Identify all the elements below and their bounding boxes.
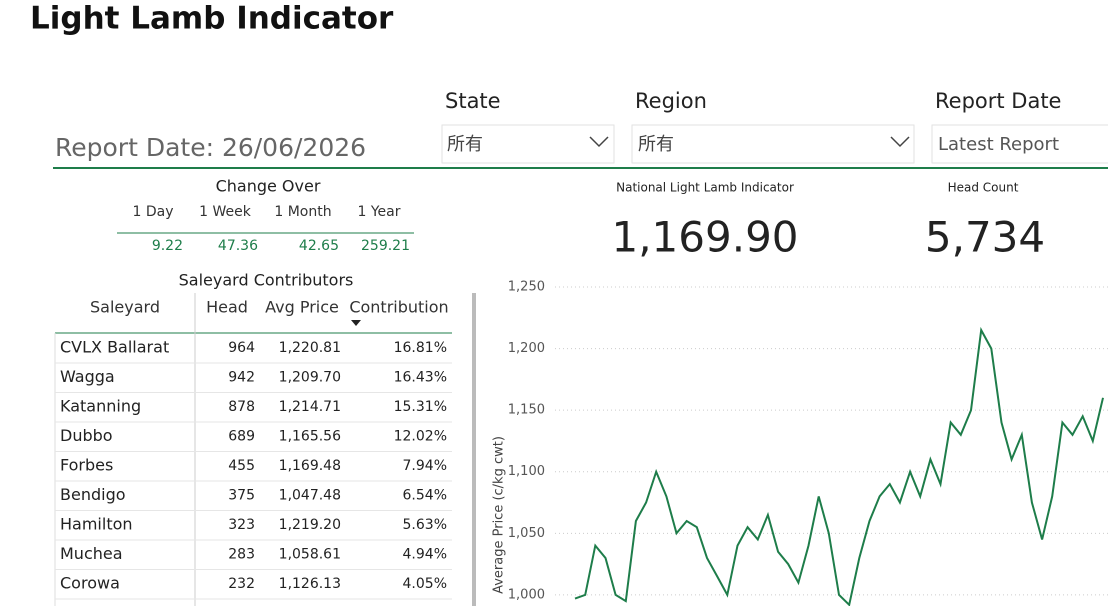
change-value: 259.21 [361, 238, 410, 254]
table-cell: 4.05% [403, 576, 447, 592]
filter-value: 所有 [638, 134, 674, 155]
table-cell: 1,058.61 [279, 547, 341, 563]
y-tick-label: 1,200 [508, 341, 545, 356]
table-cell: 1,047.48 [279, 488, 341, 504]
table-cell: 964 [228, 340, 255, 356]
table-cell: 12.02% [394, 429, 447, 445]
chevron [589, 136, 609, 148]
change-value: 42.65 [299, 238, 339, 254]
saleyard-name: Hamilton [60, 515, 133, 534]
state-dropdown[interactable] [441, 124, 615, 164]
table-cell: 232 [228, 576, 255, 592]
change-column: 1 Day [132, 204, 173, 220]
change-title: Change Over [216, 177, 321, 196]
table-cell: 942 [228, 370, 255, 386]
table-cell: 5.63% [403, 517, 447, 533]
table-cell: 878 [228, 399, 255, 415]
table-cell: 1,126.13 [279, 576, 341, 592]
table-header: Head [206, 298, 248, 317]
table-cell: 15.31% [394, 399, 447, 415]
y-tick-label: 1,000 [508, 587, 545, 602]
table-title: Saleyard Contributors [179, 271, 354, 290]
y-tick-label: 1,250 [508, 280, 545, 295]
change-column: 1 Week [199, 204, 252, 220]
y-tick-label: 1,100 [508, 464, 545, 479]
kpi-value: 1,169.90 [611, 213, 798, 262]
filter-value: 所有 [447, 134, 483, 155]
filter-label: State [445, 89, 501, 113]
saleyard-name: CVLX Ballarat [60, 338, 169, 357]
price-line [574, 326, 1104, 606]
report-date: Report Date: 26/06/2026 [55, 133, 366, 162]
table-cell: 323 [228, 517, 255, 533]
saleyard-name: Corowa [60, 574, 120, 593]
table-cell: 4.94% [403, 547, 447, 563]
change-column: 1 Year [358, 204, 401, 220]
table-cell: 1,214.71 [279, 399, 341, 415]
filter-label: Region [635, 89, 707, 113]
y-tick-label: 1,150 [508, 403, 545, 418]
change-column: 1 Month [274, 204, 331, 220]
table-cell: 455 [228, 458, 255, 474]
table-cell: 689 [228, 429, 255, 445]
page-title: Light Lamb Indicator [30, 1, 394, 37]
saleyard-name: Forbes [60, 456, 113, 475]
saleyard-name: Dubbo [60, 426, 113, 445]
table-header: Contribution [349, 298, 448, 317]
table-cell: 16.81% [394, 340, 447, 356]
table-header: Avg Price [265, 298, 339, 317]
sort-arrow[interactable] [351, 320, 361, 326]
table-cell: 7.94% [403, 458, 447, 474]
table-cell: 1,220.81 [279, 340, 341, 356]
table-cell: 1,169.48 [279, 458, 341, 474]
table-cell: 16.43% [394, 370, 447, 386]
saleyard-name: Wagga [60, 367, 115, 386]
change-value: 9.22 [152, 238, 183, 254]
date-dropdown[interactable] [931, 124, 1108, 164]
kpi-label: National Light Lamb Indicator [616, 181, 794, 195]
y-tick-label: 1,050 [508, 526, 545, 541]
filter-value: Latest Report [938, 134, 1059, 155]
table-cell: 6.54% [403, 488, 447, 504]
y-axis-title: Average Price (c/kg cwt) [492, 436, 507, 594]
region-dropdown[interactable] [631, 124, 915, 164]
saleyard-name: Bendigo [60, 485, 126, 504]
chevron [890, 136, 910, 148]
scrollbar[interactable] [472, 293, 476, 606]
saleyard-name: Katanning [60, 397, 141, 416]
filter-label: Report Date [935, 89, 1061, 113]
table-cell: 1,219.20 [279, 517, 341, 533]
saleyard-name: Muchea [60, 544, 123, 563]
kpi-value: 5,734 [925, 213, 1045, 262]
change-value: 47.36 [218, 238, 258, 254]
kpi-label: Head Count [948, 181, 1019, 195]
table-cell: 283 [228, 547, 255, 563]
table-header: Saleyard [90, 298, 160, 317]
table-cell: 1,165.56 [279, 429, 341, 445]
table-cell: 1,209.70 [279, 370, 341, 386]
table-cell: 375 [228, 488, 255, 504]
